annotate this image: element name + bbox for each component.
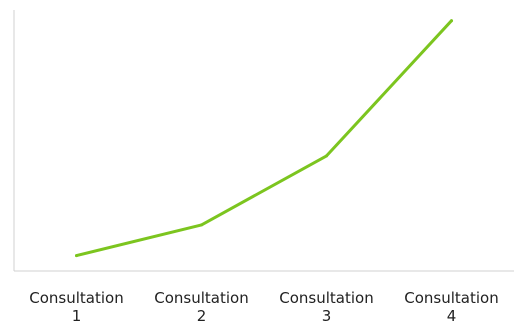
x-tick-label-line: 2 (197, 307, 207, 324)
series-layer (75, 19, 453, 258)
x-tick-label-line: 4 (447, 307, 457, 324)
series-line-1 (75, 19, 453, 258)
data-point (75, 254, 78, 258)
data-point (200, 223, 203, 227)
x-tick-label-line: Consultation (29, 289, 123, 307)
x-tick-label-line: Consultation (154, 289, 248, 307)
x-tick-label: Consultation 3 (279, 289, 373, 324)
x-tick-label-line: Consultation (279, 289, 373, 307)
x-tick-label-line: 1 (72, 307, 82, 324)
data-point (450, 19, 453, 23)
data-point (325, 154, 328, 158)
x-tick-label: Consultation 2 (154, 289, 248, 324)
x-tick-label-line: 3 (322, 307, 332, 324)
x-tick-label: Consultation 4 (404, 289, 498, 324)
x-tick-label-line: Consultation (404, 289, 498, 307)
x-tick-label: Consultation 1 (29, 289, 123, 324)
